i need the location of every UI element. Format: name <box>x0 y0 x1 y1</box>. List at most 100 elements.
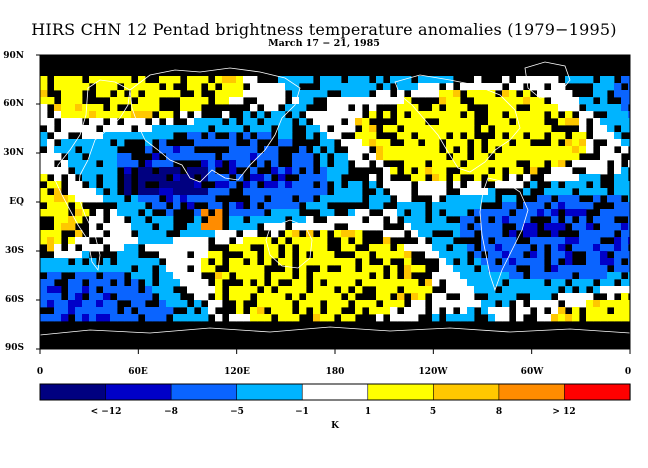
anomaly-cell <box>229 293 237 301</box>
anomaly-cell <box>194 90 202 98</box>
anomaly-cell <box>523 139 531 147</box>
anomaly-cell <box>271 188 279 196</box>
anomaly-cell <box>474 167 482 175</box>
anomaly-cell <box>586 111 594 119</box>
anomaly-cell <box>614 104 622 112</box>
anomaly-cell <box>481 125 489 133</box>
anomaly-cell <box>621 118 629 126</box>
anomaly-cell <box>362 97 370 105</box>
anomaly-cell <box>82 132 90 140</box>
anomaly-cell <box>152 118 160 126</box>
anomaly-cell <box>271 195 279 203</box>
anomaly-cell <box>537 132 545 140</box>
anomaly-cell <box>516 209 524 217</box>
anomaly-cell <box>593 104 601 112</box>
anomaly-cell <box>201 125 209 133</box>
anomaly-cell <box>593 244 601 252</box>
anomaly-cell <box>292 209 300 217</box>
anomaly-cell <box>61 209 69 217</box>
anomaly-cell <box>467 90 475 98</box>
anomaly-cell <box>334 118 342 126</box>
anomaly-cell <box>138 188 146 196</box>
anomaly-cell <box>229 97 237 105</box>
anomaly-cell <box>439 216 447 224</box>
anomaly-cell <box>180 146 188 154</box>
anomaly-cell <box>173 174 181 182</box>
anomaly-cell <box>264 188 272 196</box>
anomaly-cell <box>418 132 426 140</box>
anomaly-cell <box>187 286 195 294</box>
anomaly-cell <box>404 83 412 91</box>
anomaly-cell <box>124 244 132 252</box>
anomaly-cell <box>159 167 167 175</box>
anomaly-cell <box>586 307 594 315</box>
anomaly-cell <box>481 83 489 91</box>
anomaly-cell <box>488 300 496 308</box>
anomaly-cell <box>439 244 447 252</box>
anomaly-cell <box>124 181 132 189</box>
anomaly-cell <box>432 272 440 280</box>
anomaly-cell <box>68 83 76 91</box>
anomaly-cell <box>558 97 566 105</box>
anomaly-cell <box>474 272 482 280</box>
anomaly-cell <box>327 258 335 266</box>
anomaly-cell <box>285 195 293 203</box>
anomaly-cell <box>61 83 69 91</box>
anomaly-cell <box>628 125 630 133</box>
anomaly-cell <box>565 272 573 280</box>
anomaly-cell <box>614 174 622 182</box>
anomaly-cell <box>278 118 286 126</box>
anomaly-cell <box>131 300 139 308</box>
anomaly-cell <box>537 237 545 245</box>
anomaly-cell <box>341 188 349 196</box>
anomaly-cell <box>327 132 335 140</box>
anomaly-cell <box>278 314 286 322</box>
anomaly-cell <box>509 230 517 238</box>
anomaly-cell <box>54 111 62 119</box>
anomaly-cell <box>236 293 244 301</box>
anomaly-cell <box>551 237 559 245</box>
anomaly-cell <box>607 272 615 280</box>
anomaly-cell <box>292 223 300 231</box>
anomaly-cell <box>348 223 356 231</box>
anomaly-cell <box>565 139 573 147</box>
anomaly-cell <box>537 314 545 322</box>
anomaly-cell <box>614 244 622 252</box>
anomaly-cell <box>523 216 531 224</box>
anomaly-cell <box>614 314 622 322</box>
anomaly-cell <box>257 83 265 91</box>
anomaly-cell <box>271 146 279 154</box>
anomaly-cell <box>551 104 559 112</box>
anomaly-cell <box>180 244 188 252</box>
anomaly-cell <box>47 153 55 161</box>
anomaly-cell <box>257 195 265 203</box>
anomaly-cell <box>194 181 202 189</box>
anomaly-cell <box>285 139 293 147</box>
colorbar-label-1: 1 <box>364 407 372 417</box>
anomaly-cell <box>523 223 531 231</box>
anomaly-cell <box>271 111 279 119</box>
anomaly-cell <box>586 300 594 308</box>
anomaly-cell <box>474 251 482 259</box>
anomaly-cell <box>313 300 321 308</box>
anomaly-cell <box>544 153 552 161</box>
anomaly-cell <box>530 104 538 112</box>
anomaly-cell <box>593 300 601 308</box>
anomaly-cell <box>320 118 328 126</box>
anomaly-cell <box>488 104 496 112</box>
anomaly-cell <box>425 230 433 238</box>
anomaly-cell <box>271 209 279 217</box>
anomaly-cell <box>474 209 482 217</box>
anomaly-cell <box>467 293 475 301</box>
anomaly-cell <box>460 188 468 196</box>
anomaly-cell <box>40 90 48 98</box>
anomaly-cell <box>187 272 195 280</box>
anomaly-cell <box>320 286 328 294</box>
anomaly-cell <box>327 118 335 126</box>
anomaly-cell <box>40 83 48 91</box>
anomaly-cell <box>614 188 622 196</box>
anomaly-cell <box>68 146 76 154</box>
anomaly-cell <box>432 90 440 98</box>
anomaly-cell <box>572 118 580 126</box>
anomaly-cell <box>145 279 153 287</box>
